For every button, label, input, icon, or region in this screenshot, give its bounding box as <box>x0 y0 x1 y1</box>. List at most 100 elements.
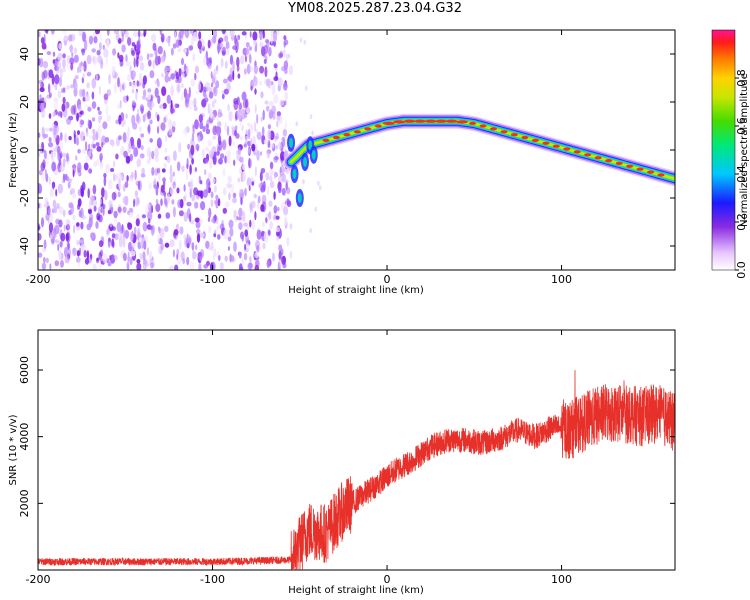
noise-speck <box>59 241 63 248</box>
noise-speck <box>191 157 195 165</box>
noise-speck <box>232 70 235 81</box>
noise-speck <box>131 99 135 106</box>
noise-speck <box>131 88 135 94</box>
noise-speck <box>226 156 230 162</box>
noise-speck <box>38 152 41 158</box>
noise-speck <box>185 170 189 181</box>
noise-speck <box>238 222 243 231</box>
noise-speck <box>38 225 41 230</box>
noise-speck <box>277 77 283 87</box>
noise-speck <box>238 207 243 217</box>
noise-speck <box>272 111 276 120</box>
noise-speck <box>218 113 221 118</box>
noise-speck <box>264 66 268 78</box>
noise-speck <box>80 131 85 142</box>
noise-speck <box>136 113 140 123</box>
ridge-peak <box>573 150 581 154</box>
noise-speck <box>248 157 251 169</box>
noise-speck <box>58 232 61 237</box>
noise-speck <box>131 143 135 150</box>
noise-speck <box>57 145 61 155</box>
noise-speck <box>205 86 209 93</box>
noise-speck <box>273 63 278 69</box>
noise-speck <box>160 55 166 63</box>
noise-speck <box>222 78 228 84</box>
noise-speck <box>197 251 203 261</box>
noise-speck <box>244 243 247 251</box>
noise-speck <box>304 85 308 91</box>
noise-speck <box>289 223 293 230</box>
noise-speck <box>207 149 212 154</box>
noise-speck <box>232 139 235 147</box>
ridge-peak <box>364 127 372 131</box>
noise-speck <box>148 225 153 231</box>
noise-speck <box>83 162 89 171</box>
noise-speck <box>243 68 247 75</box>
noise-speck <box>64 246 68 258</box>
noise-speck <box>141 167 145 175</box>
noise-speck <box>256 245 260 253</box>
noise-speck <box>260 116 263 122</box>
noise-speck <box>160 198 163 207</box>
noise-speck <box>210 191 214 199</box>
ridge-peak <box>322 138 330 142</box>
noise-speck <box>117 52 120 59</box>
noise-speck <box>175 78 179 84</box>
noise-speck <box>83 39 88 51</box>
noise-speck <box>266 39 270 49</box>
noise-speck <box>237 216 242 221</box>
noise-speck <box>283 205 289 216</box>
noise-speck <box>189 164 192 175</box>
noise-speck <box>282 262 287 269</box>
noise-speck <box>204 94 208 100</box>
noise-speck <box>40 162 46 172</box>
ridge-peak <box>605 159 613 163</box>
noise-speck <box>223 88 229 95</box>
noise-speck <box>92 55 95 64</box>
noise-speck <box>164 225 169 232</box>
noise-speck <box>53 230 57 239</box>
noise-speck <box>68 34 73 42</box>
noise-speck <box>212 35 217 44</box>
ridge-peak <box>521 135 529 140</box>
noise-speck <box>234 129 237 137</box>
ridge-peak <box>510 133 518 137</box>
noise-speck <box>108 237 112 243</box>
noise-speck <box>219 223 225 231</box>
noise-speck <box>195 90 201 95</box>
noise-speck <box>172 120 176 127</box>
noise-speck <box>87 106 92 112</box>
noise-speck <box>111 199 114 208</box>
noise-speck <box>173 229 179 236</box>
noise-speck <box>154 48 158 57</box>
noise-speck <box>99 41 102 51</box>
noise-speck <box>268 109 274 119</box>
noise-speck <box>62 96 66 104</box>
onset-blob-core <box>289 137 294 148</box>
noise-speck <box>250 124 254 134</box>
noise-speck <box>154 80 159 85</box>
noise-speck <box>160 33 165 43</box>
noise-speck <box>98 85 101 95</box>
noise-speck <box>218 255 221 261</box>
noise-speck <box>59 151 63 160</box>
noise-speck <box>224 201 230 208</box>
noise-speck <box>283 42 286 48</box>
noise-speck <box>139 72 143 83</box>
noise-speck <box>213 68 219 75</box>
noise-speck <box>126 95 129 102</box>
noise-speck <box>111 226 116 231</box>
noise-speck <box>127 241 132 252</box>
noise-speck <box>236 56 240 67</box>
noise-speck <box>46 154 49 166</box>
noise-speck <box>260 204 265 212</box>
noise-speck <box>147 93 151 101</box>
snr-ylabel: SNR (10 * v/v) <box>8 414 19 485</box>
noise-speck <box>179 30 184 39</box>
noise-speck <box>241 124 244 132</box>
noise-speck <box>160 243 164 251</box>
noise-speck <box>273 32 278 43</box>
noise-speck <box>172 178 177 188</box>
noise-speck <box>60 260 64 268</box>
